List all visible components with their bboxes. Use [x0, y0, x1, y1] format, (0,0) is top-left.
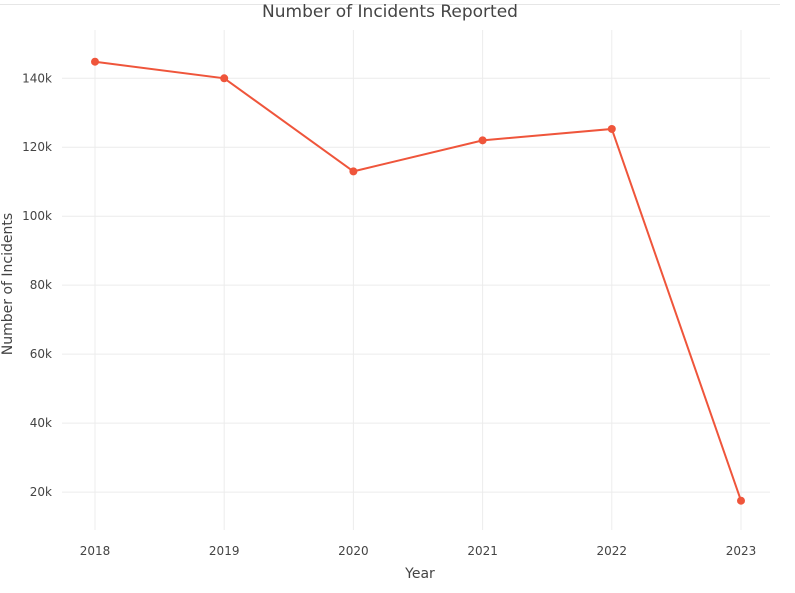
- x-tick-label: 2020: [338, 544, 369, 558]
- series-line: [94, 60, 742, 502]
- data-point-2023: [737, 496, 745, 505]
- y-tick-label: 20k: [30, 485, 52, 499]
- y-tick-label: 120k: [22, 140, 52, 154]
- chart-title: Number of Incidents Reported: [262, 2, 518, 22]
- x-tick-label: 2022: [597, 544, 628, 558]
- top-divider: [0, 4, 780, 5]
- data-point-2019: [220, 74, 229, 83]
- x-tick-label: 2021: [467, 544, 498, 558]
- tick-label-layer: 2018 2019 2020 2021 2022 2023 20k 40k 60k 80k 100k…: [22, 71, 756, 558]
- x-tick-label: 2023: [726, 544, 757, 558]
- data-point-2018: [91, 57, 99, 66]
- data-point-2021: [478, 136, 487, 145]
- y-tick-label: 100k: [22, 209, 52, 223]
- x-tick-label: 2019: [209, 544, 240, 558]
- data-point-2022: [607, 124, 616, 133]
- y-tick-label: 60k: [30, 347, 52, 361]
- data-point-2020: [349, 167, 358, 176]
- y-tick-label: 80k: [30, 278, 52, 292]
- y-tick-label: 140k: [22, 71, 52, 85]
- y-tick-label: 40k: [30, 416, 52, 430]
- x-axis-label: Year: [405, 566, 435, 582]
- x-tick-label: 2018: [80, 544, 111, 558]
- series-layer: [91, 57, 745, 505]
- grid-layer: [62, 30, 770, 530]
